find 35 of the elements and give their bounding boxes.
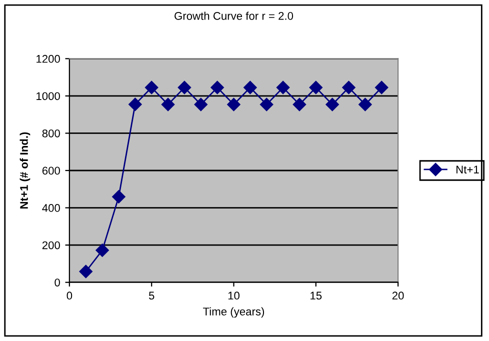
legend-label: Nt+1	[456, 166, 479, 174]
chart-title: Growth Curve for r = 2.0	[174, 12, 294, 20]
y-tick-label: 0	[54, 278, 60, 286]
y-tick-label: 800	[42, 129, 60, 138]
point	[112, 190, 126, 204]
point	[79, 264, 92, 278]
point	[260, 98, 274, 112]
point	[276, 80, 290, 94]
y-tick-label: 1200	[36, 54, 60, 63]
y-tick-label: 1000	[36, 92, 60, 100]
x-tick-label: 10	[228, 292, 240, 300]
point	[326, 98, 339, 112]
x-tick-label: 0	[66, 292, 72, 300]
point	[161, 98, 175, 112]
x-tick-label: 20	[392, 292, 404, 300]
point	[96, 244, 109, 257]
point	[227, 98, 240, 112]
point	[145, 80, 158, 94]
point	[244, 80, 257, 94]
point	[210, 80, 224, 94]
x-tick-label: 15	[310, 292, 322, 300]
point	[194, 98, 208, 112]
point	[358, 98, 372, 112]
y-tick-label: 400	[42, 204, 60, 212]
y-tick-label: 200	[42, 241, 60, 250]
point	[309, 80, 322, 94]
point	[128, 98, 142, 111]
point	[375, 80, 388, 94]
x-tick-label: 5	[148, 292, 154, 300]
y-tick-label: 600	[42, 166, 60, 175]
point	[292, 98, 306, 112]
point	[342, 80, 356, 94]
y-axis-title: Nt+1 (# of Ind.)	[20, 132, 30, 208]
point	[178, 80, 192, 94]
x-axis-title: Time (years)	[203, 307, 264, 318]
